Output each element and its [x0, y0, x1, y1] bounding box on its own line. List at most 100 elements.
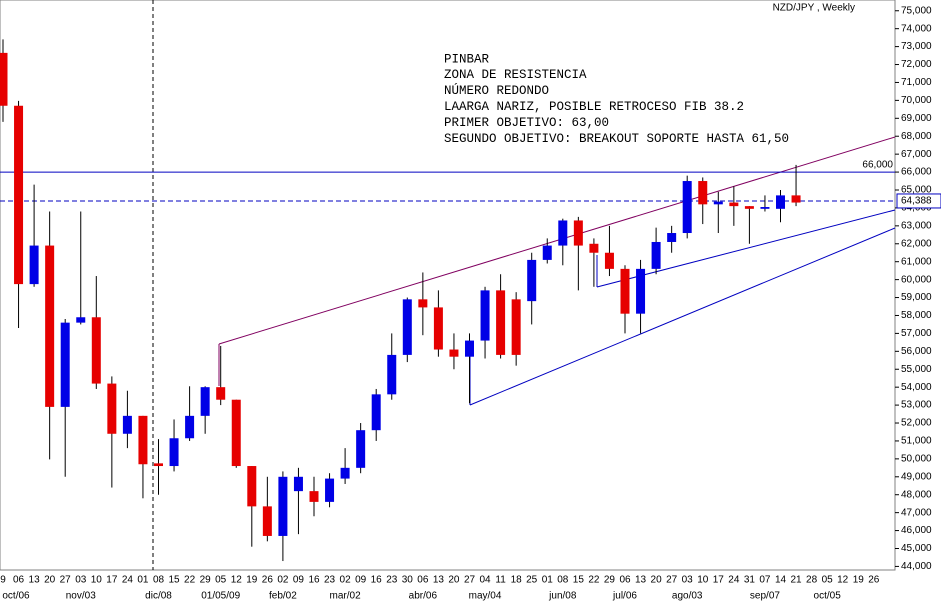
x-tick-label: 10 — [91, 575, 103, 586]
level-label: 66,000 — [862, 160, 893, 171]
x-tick-label: 15 — [573, 575, 585, 586]
candle-body — [76, 317, 86, 323]
candle-body — [216, 387, 226, 400]
candle-body — [356, 430, 366, 468]
x-tick-label: 03 — [75, 575, 87, 586]
plot-frame — [0, 0, 896, 571]
level-label: 64,388 — [901, 196, 932, 207]
y-tick-label: 59,000 — [901, 292, 932, 303]
candle-body — [0, 52, 8, 106]
x-tick-label: 23 — [386, 575, 398, 586]
candle-body — [667, 233, 677, 242]
x-tick-label: 17 — [713, 575, 725, 586]
x-tick-label: 12 — [837, 575, 849, 586]
candle-body — [511, 299, 521, 355]
y-tick-label: 48,000 — [901, 489, 932, 500]
candle-body — [636, 268, 646, 314]
candle-body — [278, 476, 288, 536]
candle-body — [449, 349, 459, 357]
candle-body — [200, 387, 210, 416]
candle-body — [371, 394, 381, 431]
trend-line — [596, 209, 896, 288]
y-tick-label: 72,000 — [901, 59, 932, 70]
x-tick-label: 21 — [790, 575, 802, 586]
candle-body — [496, 290, 506, 355]
x-month-label: dic/08 — [145, 591, 172, 602]
candle-body — [527, 259, 537, 302]
x-tick-label: 20 — [651, 575, 663, 586]
x-tick-label: 29 — [604, 575, 616, 586]
annotation: NÚMERO REDONDO — [444, 83, 549, 98]
y-tick-label: 52,000 — [901, 418, 932, 429]
y-tick-label: 51,000 — [901, 436, 932, 447]
y-tick-label: 67,000 — [901, 149, 932, 160]
x-tick-label: 13 — [29, 575, 41, 586]
x-month-label: may/04 — [469, 591, 502, 602]
x-month-label: nov/03 — [66, 591, 96, 602]
x-tick-label: 13 — [635, 575, 647, 586]
x-month-label: ago/03 — [672, 591, 703, 602]
candle-body — [309, 491, 319, 502]
x-tick-label: 02 — [277, 575, 289, 586]
y-tick-label: 58,000 — [901, 310, 932, 321]
trend-line — [469, 227, 896, 406]
x-tick-label: 30 — [402, 575, 414, 586]
candle-body — [325, 478, 335, 502]
chart-title: NZD/JPY , Weekly — [773, 3, 855, 14]
x-tick-label: 04 — [479, 575, 491, 586]
candle-body — [542, 245, 552, 260]
x-tick-label: 16 — [371, 575, 383, 586]
x-tick-label: 23 — [324, 575, 336, 586]
x-tick-label: 25 — [526, 575, 538, 586]
x-tick-label: 19 — [853, 575, 865, 586]
candle-body — [480, 290, 490, 341]
candle-body — [138, 415, 148, 465]
x-tick-label: 15 — [168, 575, 180, 586]
candle-body — [418, 299, 428, 308]
candle-body — [760, 207, 770, 209]
y-tick-label: 44,000 — [901, 561, 932, 572]
x-month-label: abr/06 — [409, 591, 438, 602]
x-tick-label: 16 — [308, 575, 320, 586]
x-tick-label: 08 — [557, 575, 569, 586]
y-tick-label: 53,000 — [901, 400, 932, 411]
y-tick-label: 71,000 — [901, 77, 932, 88]
x-tick-label: 22 — [588, 575, 600, 586]
candle-body — [729, 202, 739, 207]
y-tick-label: 65,000 — [901, 185, 932, 196]
x-month-label: feb/02 — [269, 591, 297, 602]
candle-body — [91, 317, 101, 384]
candle-body — [29, 245, 39, 285]
x-tick-label: 27 — [666, 575, 678, 586]
x-tick-label: 29 — [200, 575, 212, 586]
y-tick-label: 69,000 — [901, 113, 932, 124]
x-tick-label: 11 — [495, 575, 506, 586]
x-tick-label: 28 — [806, 575, 818, 586]
x-tick-label: 9 — [0, 575, 6, 586]
candle-body — [776, 195, 785, 209]
candle-body — [604, 252, 614, 269]
candle-body — [107, 383, 117, 434]
candle-body — [340, 467, 350, 479]
candle-body — [589, 243, 599, 253]
y-tick-label: 61,000 — [901, 256, 932, 267]
x-tick-label: 31 — [744, 575, 756, 586]
candle-body — [744, 206, 754, 209]
x-month-label: oct/06 — [2, 591, 30, 602]
y-tick-label: 75,000 — [901, 5, 932, 16]
x-tick-label: 26 — [868, 575, 880, 586]
x-tick-label: 10 — [697, 575, 709, 586]
annotation: LAARGA NARIZ, POSIBLE RETROCESO FIB 38.2 — [444, 100, 744, 114]
candle-body — [465, 340, 474, 357]
x-tick-label: 03 — [682, 575, 694, 586]
y-tick-label: 73,000 — [901, 41, 932, 52]
y-tick-label: 49,000 — [901, 471, 932, 482]
trend-line — [218, 136, 896, 345]
y-tick-label: 74,000 — [901, 23, 932, 34]
x-tick-label: 06 — [13, 575, 25, 586]
candle-body — [387, 354, 397, 395]
candle-body — [154, 463, 163, 467]
annotation: SEGUNDO OBJETIVO: BREAKOUT SOPORTE HASTA… — [444, 132, 789, 146]
x-tick-label: 18 — [511, 575, 523, 586]
